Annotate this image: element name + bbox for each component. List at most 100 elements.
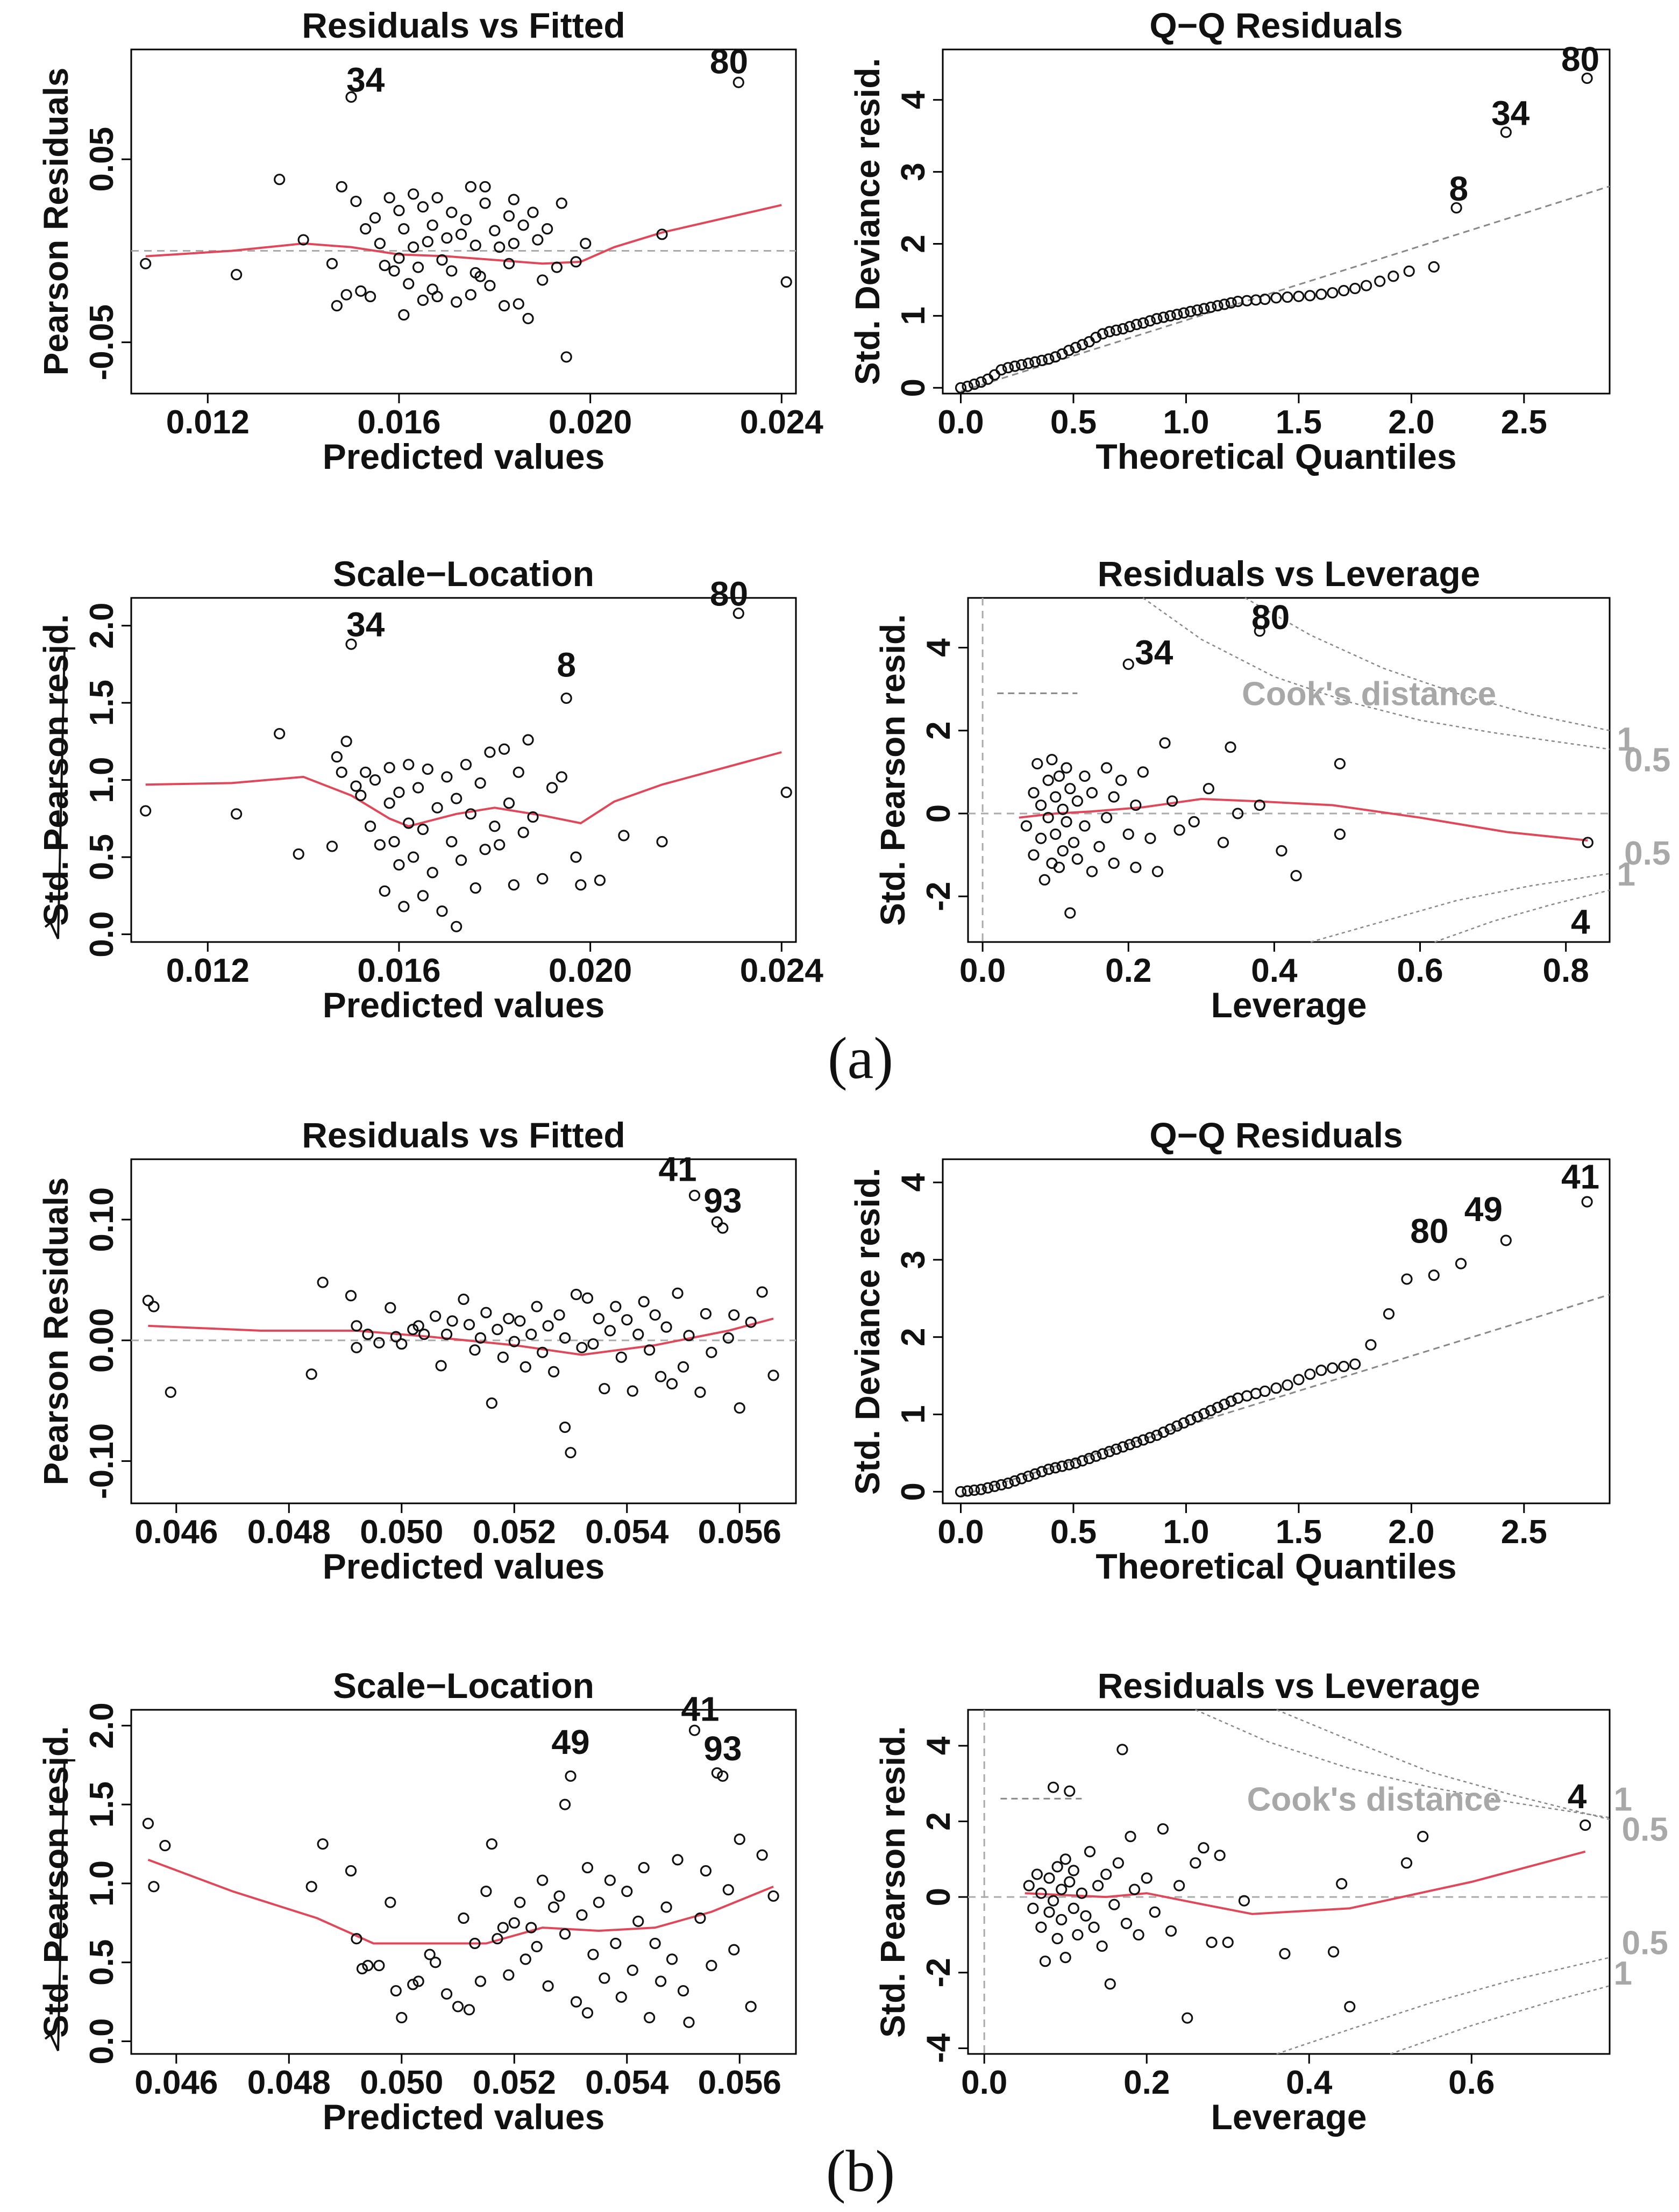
data-point (1290, 870, 1302, 882)
data-point (503, 1969, 515, 1981)
data-point (1108, 1899, 1120, 1910)
data-point (644, 1344, 656, 1356)
data-point (559, 1332, 571, 1344)
data-point (1039, 1956, 1051, 1967)
data-point (1038, 874, 1050, 886)
cooks-distance-contour (1276, 1709, 1610, 1821)
data-point (632, 1915, 644, 1927)
y-tick-label: 4 (895, 1173, 932, 1191)
data-point (1071, 795, 1083, 807)
y-tick-label: 2 (895, 234, 932, 253)
data-point (618, 830, 630, 841)
data-point (581, 1292, 594, 1304)
x-axis-label: Leverage (1211, 2097, 1367, 2137)
data-point (1122, 828, 1134, 840)
data-point (560, 692, 572, 704)
data-point (1036, 1466, 1048, 1478)
cooks-distance-contour (1195, 1709, 1610, 1818)
x-tick-label: 0.050 (360, 2064, 443, 2101)
data-point (355, 285, 367, 297)
plot-frame (967, 1709, 1611, 2055)
data-point (1100, 812, 1113, 824)
data-point (455, 229, 467, 240)
data-point (522, 312, 534, 325)
x-tick-label: 0.0 (959, 952, 1006, 989)
data-point (1338, 284, 1350, 297)
data-point (683, 1330, 695, 1342)
data-point (1029, 1468, 1041, 1480)
data-point (1077, 339, 1088, 351)
y-axis-label: Std. Deviance resid. (848, 1168, 887, 1495)
data-point (351, 1342, 362, 1353)
x-axis-label: Predicted values (323, 1546, 605, 1586)
panel-b-scale-location: Scale−Location 0.046 0.048 0.050 0.052 0.054 0… (37, 1666, 797, 2137)
data-point (418, 1329, 430, 1340)
data-point (455, 854, 467, 866)
data-point (1043, 353, 1055, 365)
data-point (393, 252, 405, 264)
data-point (345, 638, 357, 650)
data-point (451, 793, 463, 804)
chart-title: Scale−Location (333, 1666, 594, 1706)
data-point (1043, 1872, 1055, 1884)
data-point (484, 746, 496, 758)
plot-frame (130, 597, 797, 943)
data-point (1190, 1857, 1201, 1869)
data-point (1070, 1457, 1082, 1469)
data-point (362, 1959, 374, 1972)
data-point (463, 2004, 475, 2016)
data-point (1068, 837, 1080, 848)
data-point (1080, 1910, 1092, 1922)
data-point (706, 1959, 717, 1972)
data-point (1070, 341, 1082, 353)
data-point (1198, 303, 1210, 315)
cooks-distance-legend-label: Cook's distance (1247, 1781, 1502, 1818)
data-point (1157, 1823, 1169, 1835)
y-tick-label: 4 (895, 90, 932, 109)
data-point (140, 258, 152, 269)
data-point (1068, 1902, 1079, 1914)
data-point (1043, 1464, 1055, 1475)
data-point (767, 1369, 779, 1381)
data-point (1293, 1374, 1305, 1386)
x-tick-label: 0.052 (473, 2064, 556, 2101)
x-tick-label: 0.4 (1251, 952, 1298, 989)
data-point (1214, 1850, 1226, 1861)
data-point (570, 851, 582, 863)
data-point (1064, 907, 1076, 919)
data-point (412, 261, 424, 273)
data-point (1191, 1411, 1203, 1423)
smoother-line (1019, 797, 1588, 842)
x-tick-label: 1.0 (1163, 1514, 1209, 1551)
data-point (412, 782, 424, 794)
data-point (1002, 1478, 1014, 1489)
data-point (1581, 72, 1593, 84)
data-point (1374, 275, 1386, 287)
data-point (655, 1975, 667, 1987)
data-point (995, 1479, 1007, 1491)
y-tick-label: 4 (920, 1736, 957, 1755)
point-annotation: 80 (710, 42, 748, 81)
data-point (1336, 1878, 1348, 1890)
data-point (383, 762, 395, 774)
data-point (1002, 362, 1014, 374)
data-point (441, 232, 453, 244)
data-point (722, 1884, 734, 1896)
data-point (1259, 1385, 1271, 1397)
data-point (350, 195, 362, 208)
data-point (1076, 1887, 1088, 1899)
data-point (1171, 1420, 1183, 1432)
data-point (677, 1985, 689, 1997)
y-axis-label: Pearson Residuals (37, 1178, 75, 1486)
cooks-distance-contour (1244, 597, 1610, 731)
cooks-distance-contour (1276, 1957, 1610, 2055)
point-annotation: 8 (1449, 169, 1469, 208)
x-tick-label: 0.054 (585, 1514, 669, 1551)
data-point (969, 378, 980, 390)
y-tick-label: 1.0 (83, 1860, 120, 1907)
cooks-contour-label: 1 (1617, 856, 1635, 893)
data-point (407, 1324, 419, 1336)
data-point (494, 839, 506, 851)
data-point (649, 1937, 661, 1950)
data-point (398, 309, 410, 321)
